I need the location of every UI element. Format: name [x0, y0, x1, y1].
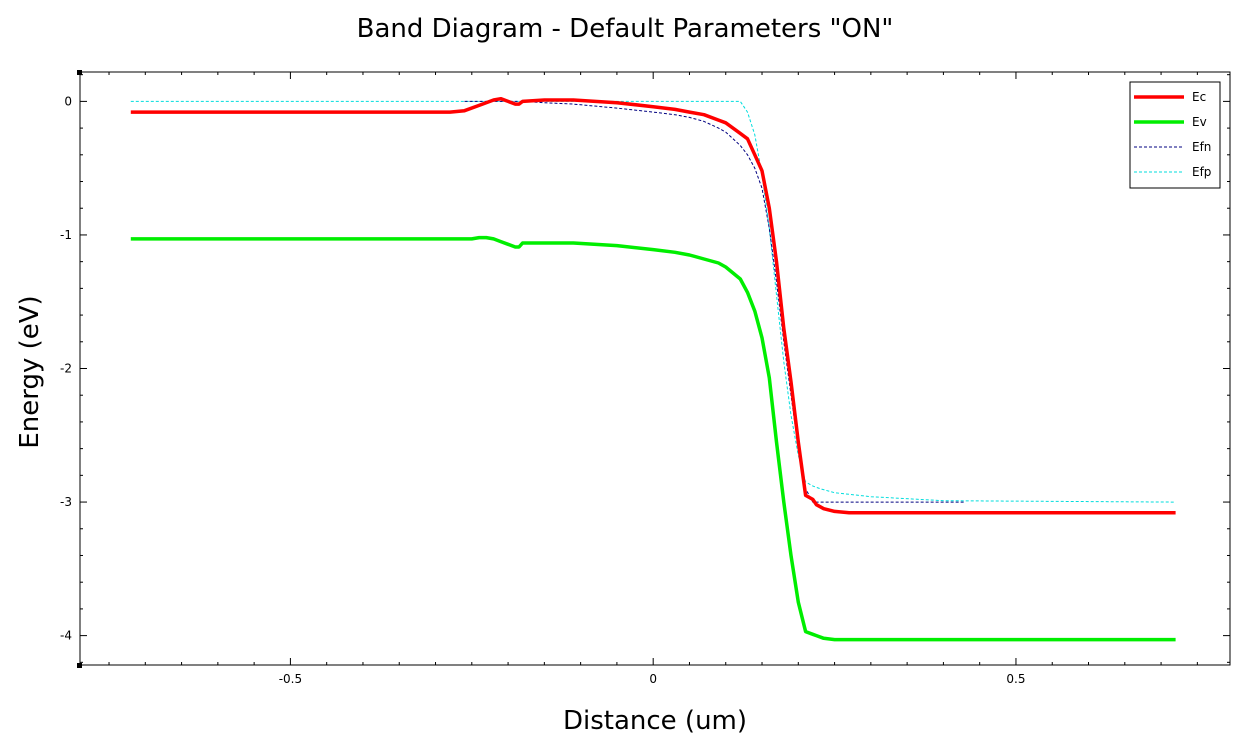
y-tick-label: -2 [60, 362, 72, 376]
y-tick-label: -1 [60, 228, 72, 242]
x-tick-label: 0 [649, 672, 657, 686]
legend-box [1129, 81, 1221, 189]
legend: Ec Ev Efn Efp [1129, 81, 1221, 189]
series-line-ev [130, 235, 1176, 642]
series-line-efp [130, 100, 1176, 503]
series-line-efn [464, 100, 966, 503]
x-axis-label: Distance (um) [562, 706, 748, 736]
plot-frame [79, 71, 1231, 666]
x-tick-label: 0.5 [1006, 672, 1025, 686]
series-layer [130, 96, 1176, 642]
frame-corner-marker-top [77, 70, 82, 75]
legend-label-efn: Efn [1192, 140, 1211, 154]
chart-title: Band Diagram - Default Parameters "ON" [356, 14, 894, 44]
legend-label-ec: Ec [1192, 90, 1206, 104]
legend-label-ev: Ev [1192, 115, 1207, 129]
y-tick-label: -4 [60, 629, 72, 643]
y-tick-label: 0 [64, 94, 72, 108]
x-tick-label: -0.5 [279, 672, 302, 686]
ticks-layer: -0.5 0 0.5 0 -1 -2 -3 -4 [60, 72, 1230, 686]
y-tick-label: -3 [60, 495, 72, 509]
legend-label-efp: Efp [1192, 165, 1211, 179]
frame-corner-marker-bottom [77, 663, 82, 668]
series-line-ec [130, 96, 1176, 515]
